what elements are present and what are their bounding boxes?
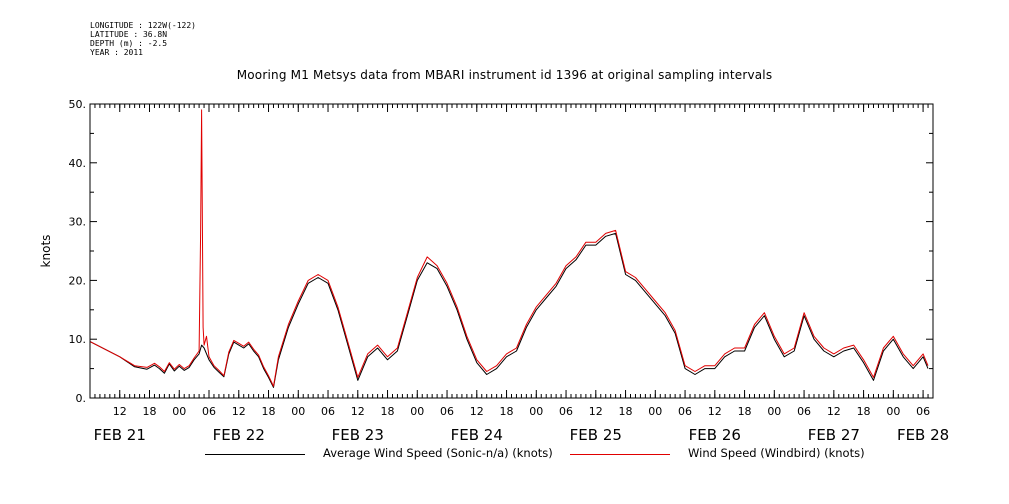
series-windbird-line — [89, 109, 929, 387]
y-tick-label: 40. — [69, 157, 87, 170]
x-tick-label: 18 — [857, 405, 871, 418]
x-date-label: FEB 24 — [451, 426, 503, 444]
x-date-label: FEB 22 — [213, 426, 265, 444]
x-tick-label: 18 — [262, 405, 276, 418]
x-tick-label: 00 — [410, 405, 424, 418]
y-tick-label: 20. — [69, 274, 87, 287]
legend-average-label: Average Wind Speed (Sonic-n/a) (knots) — [323, 446, 553, 460]
latitude-text: LATITUDE : 36.8N — [90, 30, 168, 39]
x-date-label: FEB 23 — [332, 426, 384, 444]
chart-title: Mooring M1 Metsys data from MBARI instru… — [236, 68, 773, 82]
y-tick-label: 30. — [69, 216, 87, 229]
x-tick-label: 00 — [648, 405, 662, 418]
x-tick-label: 18 — [619, 405, 633, 418]
mooring-metadata: LONGITUDE : 122W(-122) LATITUDE : 36.8N … — [90, 21, 196, 57]
year-text: YEAR : 2011 — [90, 48, 143, 57]
x-tick-label: 06 — [797, 405, 811, 418]
axes-layer: 0. 10. 20. 30. 40. 50. 12 18 00 06 12 18 00 06 12 18 00 0… — [69, 98, 950, 444]
x-tick-label: 06 — [440, 405, 454, 418]
x-tick-label: 12 — [708, 405, 722, 418]
x-tick-label: 00 — [172, 405, 186, 418]
x-tick-label: 06 — [202, 405, 216, 418]
x-tick-label: 00 — [529, 405, 543, 418]
x-date-label: FEB 25 — [570, 426, 622, 444]
y-tick-label: 50. — [69, 98, 87, 111]
x-tick-label: 12 — [351, 405, 365, 418]
x-tick-label: 18 — [738, 405, 752, 418]
legend-average-swatch — [205, 454, 305, 455]
longitude-text: LONGITUDE : 122W(-122) — [90, 21, 196, 30]
x-tick-label: 18 — [381, 405, 395, 418]
depth-text: DEPTH (m) : -2.5 — [90, 39, 168, 48]
x-date-label: FEB 26 — [689, 426, 741, 444]
x-tick-label: 12 — [113, 405, 127, 418]
series-average-wind-line — [89, 232, 929, 388]
x-tick-label: 06 — [916, 405, 930, 418]
series-layer — [89, 109, 929, 388]
y-axis-label: knots — [39, 235, 53, 268]
x-tick-label: 00 — [291, 405, 305, 418]
x-tick-label: 00 — [886, 405, 900, 418]
x-tick-label: 12 — [470, 405, 484, 418]
plot-frame — [89, 103, 934, 399]
y-tick-label: 0. — [76, 392, 87, 405]
x-tick-label: 12 — [827, 405, 841, 418]
y-tick-label: 10. — [69, 333, 87, 346]
x-tick-label: 18 — [143, 405, 157, 418]
x-tick-label: 06 — [559, 405, 573, 418]
x-tick-label: 18 — [500, 405, 514, 418]
x-date-label: FEB 28 — [897, 426, 949, 444]
x-tick-label: 06 — [321, 405, 335, 418]
x-tick-label: 12 — [232, 405, 246, 418]
x-tick-label: 06 — [678, 405, 692, 418]
x-tick-label: 12 — [589, 405, 603, 418]
x-date-label: FEB 21 — [94, 426, 146, 444]
x-tick-label: 00 — [767, 405, 781, 418]
legend-windbird-label: Wind Speed (Windbird) (knots) — [688, 446, 865, 460]
x-date-label: FEB 27 — [808, 426, 860, 444]
legend-windbird-swatch — [570, 454, 670, 455]
